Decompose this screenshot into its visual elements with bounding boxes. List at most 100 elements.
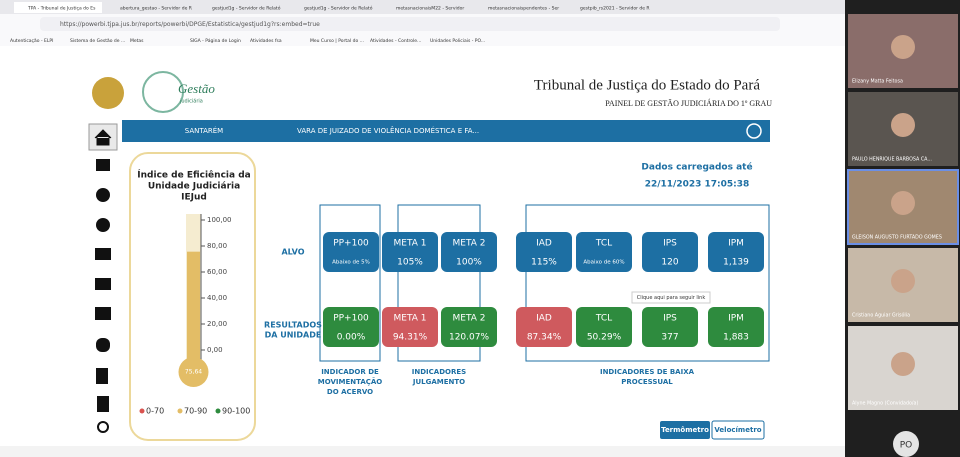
legend-label: 70-90 <box>184 407 207 416</box>
indicator-name: META 2 <box>453 314 486 324</box>
button-label[interactable]: Termômetro <box>661 426 709 434</box>
group-label: INDICADORES <box>412 368 466 376</box>
group-label: JULGAMENTO <box>412 378 465 386</box>
bookmark[interactable]: Meu Curso | Portal do ... <box>310 38 364 44</box>
nav-icon[interactable] <box>96 368 108 384</box>
group-label: INDICADOR DE <box>321 368 379 376</box>
result-value: 87.34% <box>527 333 562 343</box>
header-title: Tribunal de Justiça do Estado do Pará <box>534 77 760 93</box>
self-initials: PO <box>900 441 913 451</box>
indicator-name: IAD <box>536 314 552 324</box>
bookmark[interactable]: Sistema de Gestão de ... <box>70 38 125 44</box>
coat-of-arms <box>92 77 124 109</box>
result-value: 0.00% <box>337 333 366 343</box>
participant-face <box>891 352 915 376</box>
thermometer-title: Índice de Eficiência da <box>137 169 250 181</box>
row-label: RESULTADOS <box>264 321 322 330</box>
bookmark[interactable]: Atividades - Controle... <box>370 38 421 44</box>
nav-icon[interactable] <box>96 188 110 202</box>
tab-title[interactable]: gestpib_rs2021 - Servidor de R <box>580 6 650 12</box>
result-value: 120.07% <box>449 333 489 343</box>
participant-name: Elizany Matta Feitosa <box>852 79 903 85</box>
indicator-name: PP+100 <box>333 239 369 249</box>
participant-name: PAULO HENRIQUE BARBOSA CA... <box>852 157 932 163</box>
target-value: Abaixo de 5% <box>332 260 370 266</box>
screen: https://powerbi.tjpa.jus.br/reports/powe… <box>0 0 960 457</box>
participant-face <box>891 191 915 215</box>
participant-face <box>891 113 915 137</box>
row-label: DA UNIDADE <box>265 331 322 340</box>
result-value: 1,883 <box>723 333 749 343</box>
nav-icon[interactable] <box>96 338 110 352</box>
indicator-name: META 2 <box>453 239 486 249</box>
indicator-name: IPM <box>728 314 744 324</box>
nav-icon[interactable] <box>96 159 110 171</box>
legend-label: 0-70 <box>146 407 164 416</box>
header-subtitle: PAINEL DE GESTÃO JUDICIÁRIA DO 1º GRAU <box>605 98 772 108</box>
logo-sub: judiciária <box>179 98 203 105</box>
nav-icon[interactable] <box>97 396 109 412</box>
legend-label: 90-100 <box>222 407 250 416</box>
indicator-name: IPS <box>663 239 677 249</box>
legend-dot <box>216 409 221 414</box>
logo: Gestão <box>178 81 215 96</box>
participant-name: Alyne Magno (Convidado/a) <box>852 401 918 407</box>
indicator-name: IPM <box>728 239 744 249</box>
indicator-name: TCL <box>595 239 612 249</box>
indicator-name: IAD <box>536 239 552 249</box>
thermometer-title: IEJud <box>181 193 207 203</box>
tab-title[interactable]: gestjud1g - Servidor de Relató <box>212 5 281 12</box>
comarca[interactable]: SANTARÉM <box>185 126 223 135</box>
thermometer-value: 75,64 <box>185 369 202 376</box>
participant-face <box>891 35 915 59</box>
target-value: 115% <box>531 258 557 268</box>
status-bar <box>0 446 845 457</box>
bookmark[interactable]: Unidades Policiais - PO... <box>430 38 485 44</box>
tick-label: 40,00 <box>207 294 227 302</box>
group-label: MOVIMENTAÇÃO <box>318 377 383 386</box>
nav-icon[interactable] <box>95 307 111 320</box>
target-value: 120 <box>661 258 678 268</box>
tab-title[interactable]: gestjud1g - Servidor de Relató <box>304 5 373 12</box>
indicator-name: IPS <box>663 314 677 324</box>
row-label: ALVO <box>281 248 304 257</box>
nav-icon[interactable] <box>95 248 111 260</box>
legend-dot <box>178 409 183 414</box>
participant-name: GLEISON AUGUSTO FURTADO GOMES <box>852 235 942 241</box>
tab-title[interactable]: abertura_gestao - Servidor de R <box>120 6 192 12</box>
loaded-label: Dados carregados até <box>641 162 752 173</box>
tick-label: 80,00 <box>207 242 227 250</box>
result-value: 50.29% <box>587 333 622 343</box>
tab-title[interactable]: metasnacionaisM22 - Servidor <box>396 6 464 12</box>
target-value: 1,139 <box>723 258 749 268</box>
button-label[interactable]: Velocímetro <box>714 426 761 434</box>
group-label: PROCESSUAL <box>621 378 673 386</box>
bookmark[interactable]: Atividades fsa <box>250 38 282 44</box>
loaded-datetime: 22/11/2023 17:05:38 <box>645 180 750 190</box>
participant-face <box>891 269 915 293</box>
nav-icon[interactable] <box>96 218 110 232</box>
tooltip: Clique aqui para seguir link <box>637 295 706 301</box>
bookmark[interactable]: SIGA - Página de Login <box>190 37 241 44</box>
tab-title[interactable]: TPA - Tribunal de Justiça do Es <box>27 6 96 12</box>
tab-title[interactable]: metasnacionaispendentes - Ser <box>488 6 559 12</box>
target-value: 105% <box>397 258 423 268</box>
vara[interactable]: VARA DE JUIZADO DE VIOLÊNCIA DOMÉSTICA E… <box>297 126 479 135</box>
indicator-name: TCL <box>595 314 612 324</box>
bookmark[interactable]: Autenticação - ELPI <box>10 38 53 44</box>
tabs: TPA - Tribunal de Justiça do Es abertura_… <box>14 2 654 13</box>
nav-icon[interactable] <box>95 278 111 290</box>
bookmark[interactable]: Metas <box>130 38 144 44</box>
legend-dot <box>140 409 145 414</box>
participants: Elizany Matta Feitosa PAULO HENRIQUE BARB… <box>848 14 958 410</box>
thermometer-fill <box>187 252 200 370</box>
indicator-name: META 1 <box>394 314 427 324</box>
url: https://powerbi.tjpa.jus.br/reports/powe… <box>60 21 320 28</box>
thermometer-title: Unidade Judiciária <box>148 182 240 192</box>
target-value: 100% <box>456 258 482 268</box>
page: https://powerbi.tjpa.jus.br/reports/powe… <box>0 0 960 457</box>
tick-label: 60,00 <box>207 268 227 276</box>
bookmarks-bar <box>0 34 845 46</box>
tick-label: 0,00 <box>207 346 223 354</box>
tick-label: 100,00 <box>207 216 232 224</box>
